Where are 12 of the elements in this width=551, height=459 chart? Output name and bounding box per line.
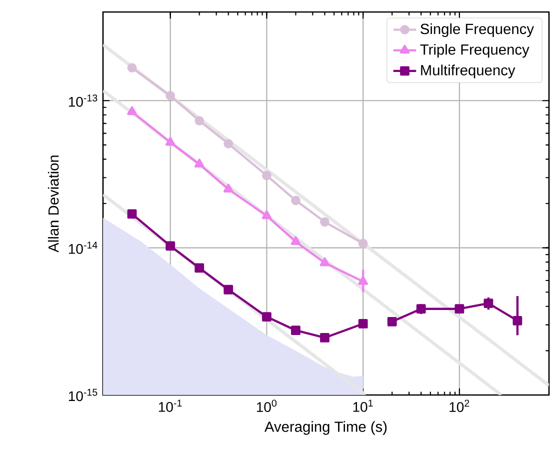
x-tick-label: 10$^{0}$: [256, 400, 277, 412]
y-tick-label: 10$^{-13}$: [68, 94, 98, 107]
y-axis-title: Allan Deviation: [48, 156, 59, 252]
legend-label: Multifrequency: [421, 64, 516, 78]
legend-label: Single Frequency: [420, 23, 534, 38]
x-tick-label: 10$^{2}$: [450, 400, 470, 412]
x-tick-label: 10$^{-1}$: [158, 400, 182, 412]
x-axis-title: Averaging Time (s): [264, 421, 387, 435]
legend-label: Triple Frequency: [420, 44, 530, 58]
x-tick-label: 10$^{1}$: [353, 400, 373, 412]
y-tick-label: 10$^{-15}$: [68, 388, 98, 402]
y-tick-label: 10$^{-14}$: [68, 242, 98, 254]
